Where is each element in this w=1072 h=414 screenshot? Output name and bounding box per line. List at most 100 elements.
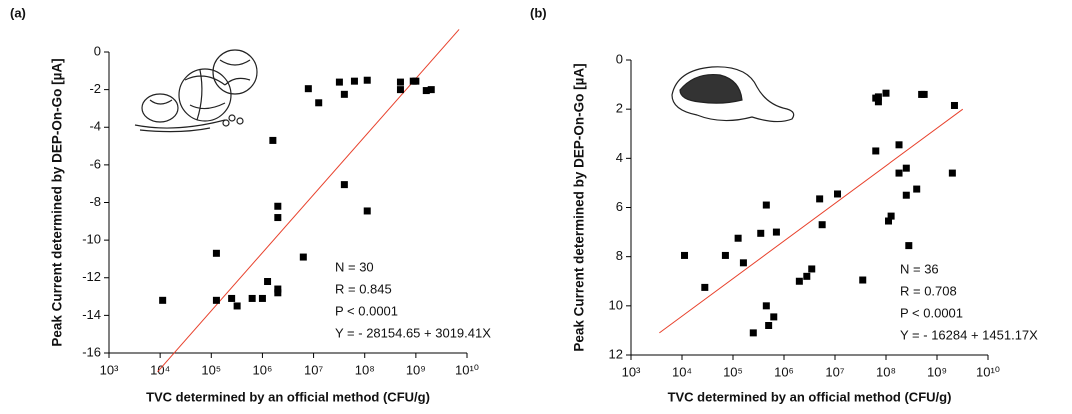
y-tick-label: 0 — [94, 43, 101, 58]
point — [872, 147, 880, 155]
point — [887, 212, 895, 220]
point — [885, 217, 893, 225]
y-tick-label: 12 — [609, 346, 623, 361]
point — [757, 229, 765, 237]
point — [212, 296, 220, 304]
y-tick-label: 6 — [616, 199, 623, 214]
annotation: P < 0.0001 — [335, 303, 398, 318]
annotation: Y = - 28154.65 + 3019.41X — [335, 325, 491, 340]
y-tick-label: -2 — [89, 81, 101, 96]
point — [396, 78, 404, 86]
point — [882, 89, 890, 97]
x-axis-label: TVC determined by an official method (CF… — [668, 389, 952, 404]
x-tick-label: 10⁷ — [304, 362, 323, 377]
point — [795, 277, 803, 285]
point — [770, 313, 778, 321]
point — [422, 87, 430, 95]
x-tick-label: 10⁵ — [201, 362, 221, 377]
x-tick-label: 10³ — [100, 362, 119, 377]
point — [396, 86, 404, 94]
panel-label: (a) — [10, 5, 26, 20]
y-tick-label: -4 — [89, 119, 101, 134]
x-tick-label: 10⁷ — [825, 364, 844, 379]
annotation: R = 0.708 — [900, 283, 957, 298]
point — [315, 99, 323, 107]
x-tick-label: 10⁹ — [406, 362, 426, 377]
x-tick-label: 10¹⁰ — [455, 362, 479, 377]
x-tick-label: 10⁸ — [355, 362, 375, 377]
point — [299, 253, 307, 261]
point — [895, 169, 903, 177]
fit-line — [659, 108, 964, 334]
point — [412, 77, 420, 85]
x-tick-label: 10³ — [622, 364, 641, 379]
x-axis-label: TVC determined by an official method (CF… — [146, 389, 430, 404]
y-tick-label: -16 — [82, 344, 101, 359]
point — [350, 77, 358, 85]
point — [248, 294, 256, 302]
point — [895, 141, 903, 149]
point — [762, 201, 770, 209]
x-tick-label: 10¹⁰ — [976, 364, 1000, 379]
y-tick-label: -14 — [82, 307, 101, 322]
panel-label: (b) — [530, 5, 547, 20]
point — [803, 272, 811, 280]
y-tick-label: -12 — [82, 269, 101, 284]
y-tick-label: 10 — [609, 297, 623, 312]
vegetable-illustration — [134, 49, 258, 133]
annotation: Y = - 16284 + 1451.17X — [900, 327, 1038, 342]
point — [701, 283, 709, 291]
point — [859, 276, 867, 284]
y-axis-label: Peak Current determined by DEP-On-Go [µA… — [50, 58, 65, 346]
point — [335, 78, 343, 86]
point — [913, 185, 921, 193]
point — [902, 164, 910, 172]
x-tick-label: 10⁶ — [253, 362, 273, 377]
x-tick-label: 10⁵ — [723, 364, 743, 379]
point — [808, 265, 816, 273]
y-tick-label: -8 — [89, 194, 101, 209]
y-axis-label: Peak Current determined by DEP-On-Go [µA… — [572, 63, 587, 351]
annotation: N = 36 — [900, 261, 939, 276]
point — [363, 207, 371, 215]
x-tick-label: 10⁹ — [927, 364, 947, 379]
point — [734, 234, 742, 242]
point — [304, 85, 312, 93]
annotation: R = 0.845 — [335, 281, 392, 296]
point — [274, 202, 282, 210]
point — [816, 195, 824, 203]
y-tick-label: 0 — [616, 51, 623, 66]
x-tick-label: 10⁴ — [672, 364, 692, 379]
point — [834, 190, 842, 198]
y-tick-label: 2 — [616, 101, 623, 116]
point — [874, 98, 882, 106]
x-tick-label: 10⁴ — [150, 362, 170, 377]
point — [159, 296, 167, 304]
annotation: P < 0.0001 — [900, 305, 963, 320]
point — [340, 181, 348, 189]
point — [427, 86, 435, 94]
point — [902, 191, 910, 199]
point — [765, 322, 773, 329]
point — [739, 259, 747, 267]
y-tick-label: 8 — [616, 248, 623, 263]
point — [950, 101, 958, 109]
point — [269, 136, 277, 144]
x-tick-label: 10⁸ — [876, 364, 896, 379]
point — [920, 90, 928, 98]
point — [274, 285, 282, 293]
point — [948, 169, 956, 177]
point — [363, 76, 371, 84]
point — [721, 251, 729, 259]
point — [228, 294, 236, 302]
fit-line — [157, 29, 460, 373]
y-tick-label: -6 — [89, 156, 101, 171]
point — [274, 289, 282, 297]
point — [212, 249, 220, 257]
point — [772, 228, 780, 236]
point — [681, 251, 689, 259]
point — [874, 93, 882, 101]
point — [749, 329, 757, 337]
annotation: N = 30 — [335, 259, 374, 274]
